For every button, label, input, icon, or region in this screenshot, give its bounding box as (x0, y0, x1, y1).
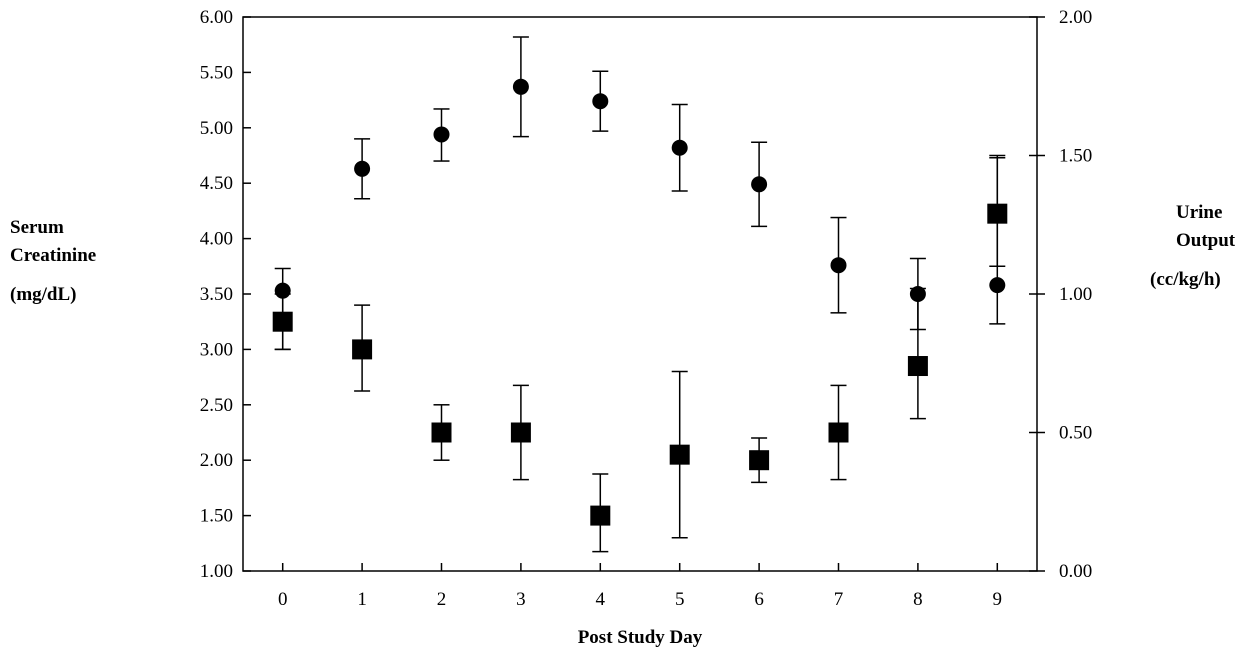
x-tick-label: 3 (516, 589, 526, 610)
left-tick-label: 1.00 (200, 561, 233, 582)
urine-output-point (907, 356, 928, 377)
x-tick-label: 9 (993, 589, 1003, 610)
right-axis-title-line-1: Urine (1176, 202, 1222, 223)
left-tick-label: 6.00 (200, 7, 233, 28)
creatinine-point (512, 78, 529, 95)
x-tick-label: 7 (834, 589, 844, 610)
urine-output-point (669, 444, 690, 465)
left-tick-label: 5.50 (200, 62, 233, 83)
left-tick-label: 4.50 (200, 173, 233, 194)
right-axis-title-line-2: Output (1176, 230, 1236, 251)
x-tick-label: 0 (278, 589, 288, 610)
x-tick-label: 2 (437, 589, 447, 610)
series-layer (272, 36, 1008, 553)
left-tick-label: 2.50 (200, 395, 233, 416)
left-axis-title-line-2: Creatinine (10, 245, 96, 266)
right-tick-label: 1.50 (1059, 146, 1092, 167)
left-axis-title-line-1: Serum (10, 217, 64, 238)
x-axis-ticks: 0 1 2 3 4 5 6 7 8 9 (278, 563, 1002, 610)
left-tick-label: 5.00 (200, 118, 233, 139)
urine-output-point (352, 339, 373, 360)
creatinine-point (671, 139, 688, 156)
left-tick-label: 1.50 (200, 506, 233, 527)
left-tick-label: 3.50 (200, 284, 233, 305)
right-tick-label: 1.00 (1059, 284, 1092, 305)
creatinine-point (354, 160, 371, 177)
urine-output-point (431, 422, 452, 443)
x-axis-title: Post Study Day (578, 627, 703, 648)
x-tick-label: 8 (913, 589, 923, 610)
urine-output-point (749, 450, 770, 471)
creatinine-point (433, 126, 450, 143)
left-tick-label: 4.00 (200, 229, 233, 250)
creatinine-point (592, 93, 609, 110)
urine-output-point (510, 422, 531, 443)
left-tick-label: 3.00 (200, 339, 233, 360)
urine-output-point (272, 311, 293, 332)
x-tick-label: 4 (596, 589, 606, 610)
right-axis-ticks: 0.00 0.50 1.00 1.50 2.00 (1029, 7, 1092, 582)
right-tick-label: 0.00 (1059, 561, 1092, 582)
left-axis-title-line-3: (mg/dL) (10, 284, 77, 305)
creatinine-point (989, 277, 1006, 294)
right-tick-label: 0.50 (1059, 423, 1092, 444)
x-tick-label: 1 (357, 589, 367, 610)
right-axis-title-line-3: (cc/kg/h) (1150, 269, 1221, 290)
left-axis-ticks: 1.00 1.50 2.00 2.50 3.00 3.50 4.00 4.50 5.00 5.50… (200, 7, 251, 582)
right-tick-label: 2.00 (1059, 7, 1092, 28)
urine-output-point (590, 505, 611, 526)
urine-output-point (828, 422, 849, 443)
urine-output-point (987, 203, 1008, 224)
creatinine-point (751, 176, 768, 193)
left-tick-label: 2.00 (200, 450, 233, 471)
x-tick-label: 5 (675, 589, 685, 610)
creatinine-point (830, 257, 847, 274)
x-tick-label: 6 (754, 589, 764, 610)
